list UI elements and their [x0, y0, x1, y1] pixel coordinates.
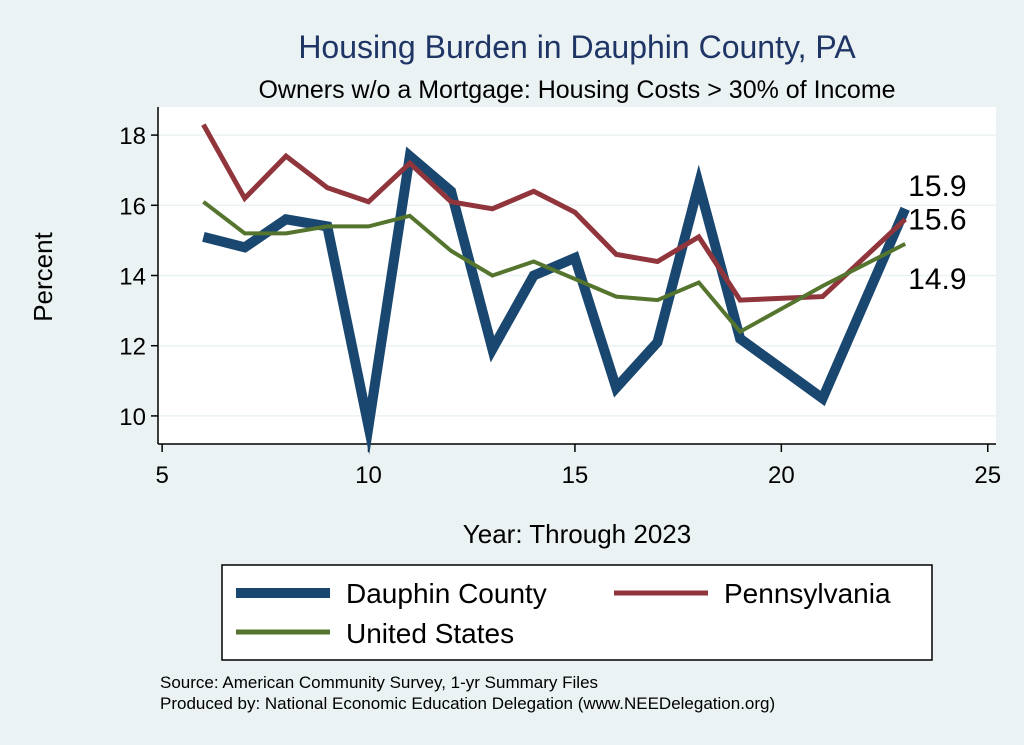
x-tick-label: 25: [974, 462, 1001, 489]
legend-label-dauphin: Dauphin County: [346, 578, 547, 609]
y-tick-label: 14: [119, 264, 146, 291]
source-note: Source: American Community Survey, 1-yr …: [160, 673, 598, 692]
x-tick-label: 10: [355, 462, 382, 489]
series-lines: [201, 123, 910, 455]
x-axis-label: Year: Through 2023: [463, 519, 691, 549]
end-label-united-states: 14.9: [908, 263, 966, 296]
chart-title: Housing Burden in Dauphin County, PA: [298, 29, 856, 65]
y-tick-label: 12: [119, 334, 146, 361]
x-axis-ticks: 5 10 15 20 25: [155, 444, 1001, 489]
legend-label-united-states: United States: [346, 618, 514, 649]
y-axis-label: Percent: [28, 231, 58, 321]
producer-note: Produced by: National Economic Education…: [160, 694, 775, 713]
series-line-united-states: [202, 200, 907, 335]
end-label-dauphin-county: 15.9: [908, 170, 966, 203]
y-tick-label: 18: [119, 123, 146, 150]
x-tick-label: 20: [768, 462, 795, 489]
end-value-labels: 15.915.6 14.9: [908, 170, 966, 296]
legend-label-pennsylvania: Pennsylvania: [724, 578, 891, 609]
series-line-pennsylvania: [201, 123, 907, 303]
y-tick-label: 16: [119, 193, 146, 220]
end-label-pennsylvania: 15.6: [908, 203, 966, 236]
x-tick-label: 5: [155, 462, 168, 489]
chart-subtitle: Owners w/o a Mortgage: Housing Costs > 3…: [258, 76, 895, 104]
legend-box: [221, 564, 933, 661]
x-tick-label: 15: [562, 462, 589, 489]
legend: Dauphin County Pennsylvania United State…: [221, 564, 933, 661]
y-axis-ticks: 10 12 14 16 18: [119, 123, 158, 431]
y-tick-label: 10: [119, 404, 146, 431]
series-line-dauphin-county: [202, 146, 910, 455]
